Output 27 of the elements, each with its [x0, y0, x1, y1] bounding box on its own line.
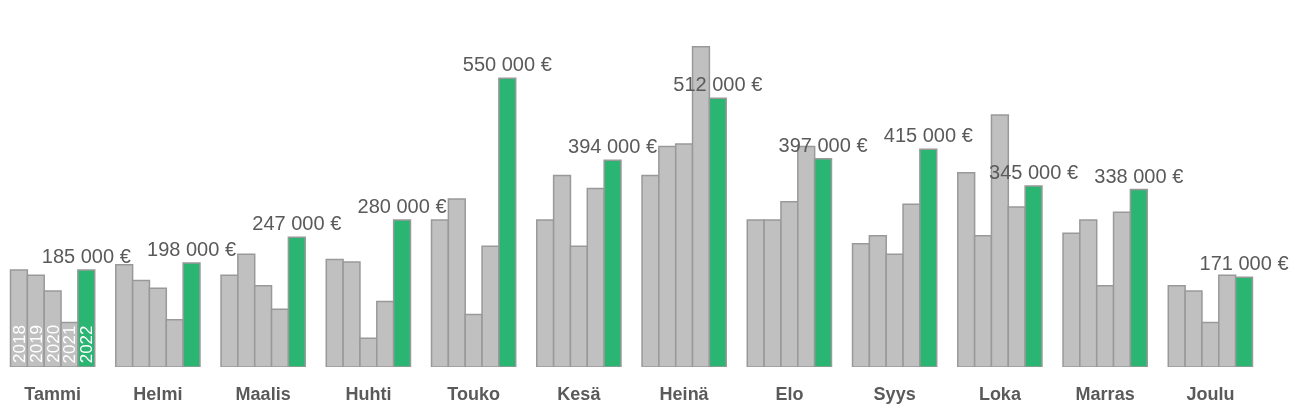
- data-label: 171 000 €: [1199, 252, 1289, 275]
- x-tick-label: Huhti: [345, 384, 392, 404]
- x-tick-label: Tammi: [24, 384, 81, 404]
- x-tick-label: Loka: [978, 384, 1022, 404]
- x-tick-label: Maalis: [235, 384, 291, 404]
- data-label: 185 000 €: [41, 244, 131, 267]
- x-tick-label: Marras: [1075, 384, 1135, 404]
- data-label: 550 000 €: [462, 53, 552, 76]
- data-label: 198 000 €: [147, 238, 237, 261]
- x-tick-label: Joulu: [1186, 384, 1235, 404]
- x-tick-label: Syys: [873, 384, 916, 404]
- data-label: 338 000 €: [1094, 164, 1184, 187]
- data-label: 280 000 €: [357, 195, 447, 218]
- series-label: 2018: [9, 325, 29, 363]
- x-tick-label: Touko: [447, 384, 500, 404]
- series-label: 2022: [77, 325, 97, 364]
- series-label: 2020: [43, 324, 63, 363]
- data-label: 394 000 €: [568, 135, 658, 158]
- data-label: 397 000 €: [778, 133, 868, 156]
- x-tick-label: Heinä: [659, 384, 710, 404]
- x-tick-label: Kesä: [557, 384, 602, 404]
- x-tick-label: Elo: [775, 384, 804, 404]
- series-label: 2019: [26, 324, 46, 363]
- data-label: 415 000 €: [883, 124, 973, 147]
- data-label: 247 000 €: [252, 212, 342, 235]
- x-tick-label: Helmi: [133, 384, 183, 404]
- series-label: 2021: [60, 325, 80, 364]
